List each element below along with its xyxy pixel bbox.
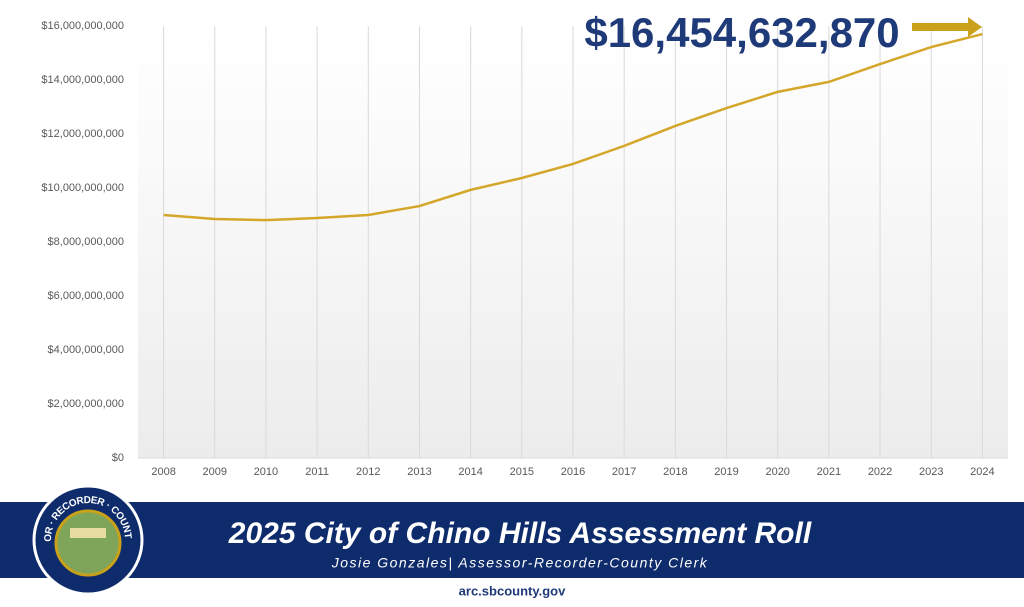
x-tick-label: 2023 [919, 466, 943, 478]
x-tick-label: 2013 [407, 466, 431, 478]
plot: $0 $2,000,000,000 $4,000,000,000 $6,000,000… [41, 20, 1008, 478]
x-tick-label: 2019 [714, 466, 738, 478]
y-tick-label: $0 [112, 452, 124, 464]
y-tick-label: $12,000,000,000 [41, 128, 124, 140]
y-tick-label: $16,000,000,000 [41, 20, 124, 32]
x-tick-label: 2017 [612, 466, 636, 478]
footer-subtitle: Josie Gonzales| Assessor-Recorder-County… [331, 555, 709, 571]
x-tick-label: 2021 [817, 466, 841, 478]
y-tick-label: $8,000,000,000 [48, 236, 124, 248]
x-tick-label: 2012 [356, 466, 380, 478]
footer-band [0, 502, 1024, 578]
y-tick-label: $4,000,000,000 [48, 344, 124, 356]
seal-center [54, 509, 122, 577]
x-tick-label: 2011 [305, 466, 329, 478]
annotation: $16,454,632,870 [584, 9, 899, 56]
x-tick-label: 2014 [458, 466, 482, 478]
footer-title: 2025 City of Chino Hills Assessment Roll [228, 517, 812, 550]
y-tick-label: $10,000,000,000 [41, 182, 124, 194]
seal-banner [70, 528, 106, 538]
y-tick-label: $2,000,000,000 [48, 398, 124, 410]
footer-url: arc.sbcounty.gov [459, 583, 566, 598]
x-tick-label: 2024 [970, 466, 994, 478]
x-tick-label: 2018 [663, 466, 687, 478]
arrow [912, 17, 982, 37]
x-tick-label: 2008 [151, 466, 175, 478]
x-tick-label: 2020 [765, 466, 789, 478]
x-tick-label: 2016 [561, 466, 585, 478]
series-line [163, 32, 983, 222]
x-tick-label: 2015 [510, 466, 534, 478]
y-tick-label: $6,000,000,000 [48, 290, 124, 302]
x-tick-label: 2022 [868, 466, 892, 478]
x-tick-label: 2009 [203, 466, 227, 478]
x-tick-label: 2010 [254, 466, 278, 478]
y-tick-label: $14,000,000,000 [41, 74, 124, 86]
